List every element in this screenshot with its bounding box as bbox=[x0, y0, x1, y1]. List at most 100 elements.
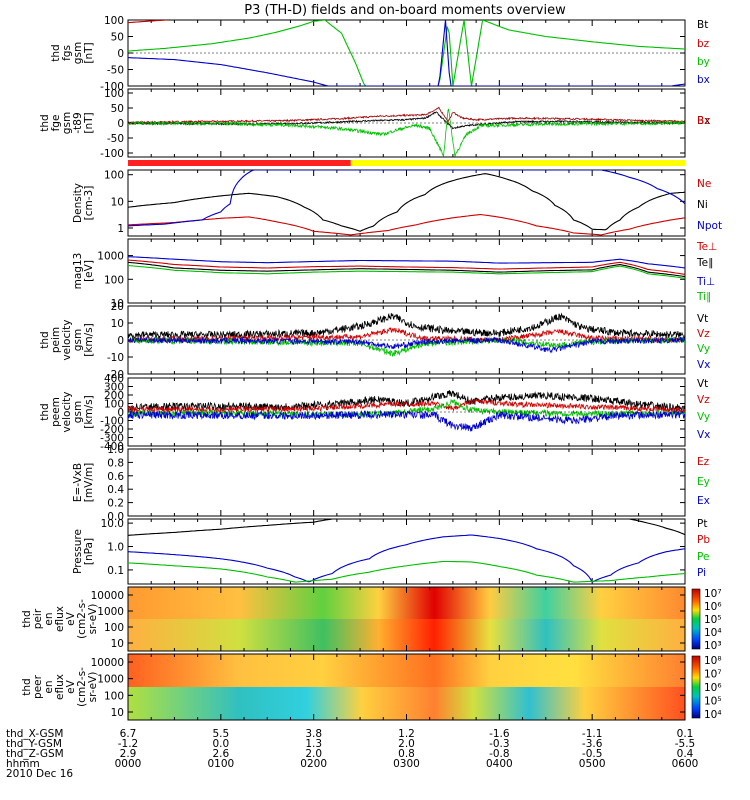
y-axis-label: en bbox=[43, 680, 55, 693]
y-tick-label: 0 bbox=[117, 118, 124, 130]
y-axis-label: Density bbox=[72, 183, 84, 223]
y-axis-label: en bbox=[43, 612, 55, 625]
legend-vt: Vt bbox=[697, 378, 708, 390]
y-axis-label: peer bbox=[32, 674, 44, 699]
y-axis-label: sr-eV) bbox=[87, 672, 99, 703]
x-row-value: 0300 bbox=[393, 758, 420, 770]
x-row-value: 2.0 bbox=[305, 748, 322, 760]
colorbar-tick-label: 10⁴ bbox=[704, 627, 722, 639]
x-row-value: -0.5 bbox=[582, 748, 603, 760]
panel-fgs: 100 50 0 -50 -100 thd fgs gsm [nT] Bt bz by bx bbox=[50, 15, 710, 93]
x-row-value: 0100 bbox=[207, 758, 234, 770]
y-axis-label: E=-VxB bbox=[72, 463, 84, 502]
panel-frame bbox=[127, 518, 686, 585]
legend-ez: Ez bbox=[697, 456, 710, 468]
y-tick-label: 400 bbox=[104, 373, 124, 385]
colorbar-tick-label: 10³ bbox=[704, 640, 722, 652]
colorbar-tick-label: 10⁶ bbox=[704, 682, 722, 694]
y-axis-label: peim bbox=[50, 327, 62, 353]
y-axis-label: (cm2-s- bbox=[76, 667, 88, 707]
x-row-value: 2.6 bbox=[212, 748, 229, 760]
y-axis-label: [cm-3] bbox=[83, 186, 95, 221]
x-row-value: 3.8 bbox=[305, 728, 322, 740]
x-row-value: 1.2 bbox=[398, 728, 415, 740]
panel-pressure: 10.0 1.0 0.1 Pressure [nPa] Pt Pb Pe Pi bbox=[72, 518, 710, 585]
y-tick-label: 300 bbox=[104, 382, 124, 394]
y-tick-label: 1000 bbox=[97, 606, 124, 618]
panel-efield: 1.00.8 0.60.4 0.20.0 E=-VxB [mV/m] Ez Ey Ex bbox=[72, 444, 710, 523]
y-tick-label: -50 bbox=[107, 133, 124, 145]
y-tick-label: 0.0 bbox=[107, 511, 124, 523]
y-axis-label: [nPa] bbox=[83, 538, 95, 565]
series-density-ni bbox=[128, 173, 685, 232]
x-row-value: 0.0 bbox=[212, 738, 229, 750]
colorbar-tick-label: 10⁷ bbox=[704, 588, 722, 600]
y-tick-label: 100 bbox=[104, 170, 124, 182]
y-tick-label: -10 bbox=[107, 352, 124, 364]
y-tick-label: 10 bbox=[111, 196, 124, 208]
legend-vy: Vy bbox=[697, 411, 710, 423]
y-tick-label: 20 bbox=[111, 301, 124, 313]
colorbar-tick-label: 10⁵ bbox=[704, 614, 722, 626]
y-axis-label: -t89 bbox=[72, 112, 84, 133]
legend-ey: Ey bbox=[697, 476, 710, 488]
mode-bar-slow bbox=[350, 160, 685, 166]
series-density-ne bbox=[128, 213, 685, 236]
x-row-value: -1.2 bbox=[118, 738, 139, 750]
y-tick-label: 0.6 bbox=[107, 471, 124, 483]
legend-vx: Vx bbox=[697, 429, 710, 441]
legend-te: Te⊥ bbox=[696, 241, 717, 253]
series-fgs-bz bbox=[128, 20, 167, 24]
x-row-value: -3.6 bbox=[582, 738, 603, 750]
x-row-value: -0.3 bbox=[489, 738, 510, 750]
series-fge-by bbox=[128, 108, 685, 157]
y-axis-label: thd bbox=[21, 678, 33, 695]
series-vel_perm-vt bbox=[128, 312, 685, 341]
y-tick-label: 100 bbox=[104, 690, 124, 702]
y-tick-label: -300 bbox=[100, 433, 124, 445]
y-tick-label: 0.4 bbox=[107, 484, 124, 496]
x-row-value: 0.8 bbox=[398, 748, 415, 760]
y-axis-label: [nT] bbox=[83, 112, 95, 133]
date-label: 2010 Dec 16 bbox=[6, 768, 73, 780]
legend-bx: bx bbox=[697, 74, 710, 86]
y-axis-label: [eV] bbox=[83, 260, 95, 282]
y-tick-label: 10 bbox=[111, 298, 124, 310]
y-tick-label: 10 bbox=[111, 638, 124, 650]
y-axis-label: fge bbox=[50, 115, 62, 132]
y-tick-label: 10.0 bbox=[101, 518, 124, 530]
legend-bz: Bz bbox=[697, 115, 710, 127]
legend-vt: Vt bbox=[697, 313, 708, 325]
colorbar bbox=[691, 655, 701, 719]
series-vel_perm-vz bbox=[128, 327, 685, 344]
legend-bx: Bx bbox=[697, 115, 710, 127]
legend-ti: Ti∥ bbox=[696, 291, 711, 303]
x-row-value: 0600 bbox=[672, 758, 699, 770]
legend-te: Te∥ bbox=[696, 257, 713, 269]
series-fgs-bx bbox=[128, 20, 685, 86]
series-vel_peem-vt bbox=[128, 390, 685, 413]
y-tick-label: -100 bbox=[100, 81, 124, 93]
y-tick-label: 1.0 bbox=[107, 444, 124, 456]
x-row-value: 0200 bbox=[300, 758, 327, 770]
panel-frame bbox=[127, 238, 686, 304]
x-row-value: 0000 bbox=[115, 758, 142, 770]
series-fgs-by bbox=[128, 20, 685, 86]
colorbar-tick-label: 10⁷ bbox=[704, 669, 722, 681]
y-tick-label: -200 bbox=[100, 424, 124, 436]
colorbar-tick-label: 10⁶ bbox=[704, 601, 722, 613]
y-axis-label: (cm2-s- bbox=[76, 599, 88, 639]
y-tick-label: 0 bbox=[117, 48, 124, 60]
y-axis-label: eflux bbox=[54, 674, 66, 700]
x-row-value: 1.3 bbox=[305, 738, 322, 750]
y-tick-label: 0.2 bbox=[107, 498, 124, 510]
chart-title: P3 (TH-D) fields and on-board moments ov… bbox=[244, 3, 566, 18]
mode-bar-fast bbox=[128, 160, 351, 166]
x-row-value: 0400 bbox=[486, 758, 513, 770]
legend-bz: bz bbox=[697, 38, 710, 50]
series-vel_peem-vz bbox=[128, 397, 685, 414]
y-axis-label: eV bbox=[65, 611, 77, 625]
